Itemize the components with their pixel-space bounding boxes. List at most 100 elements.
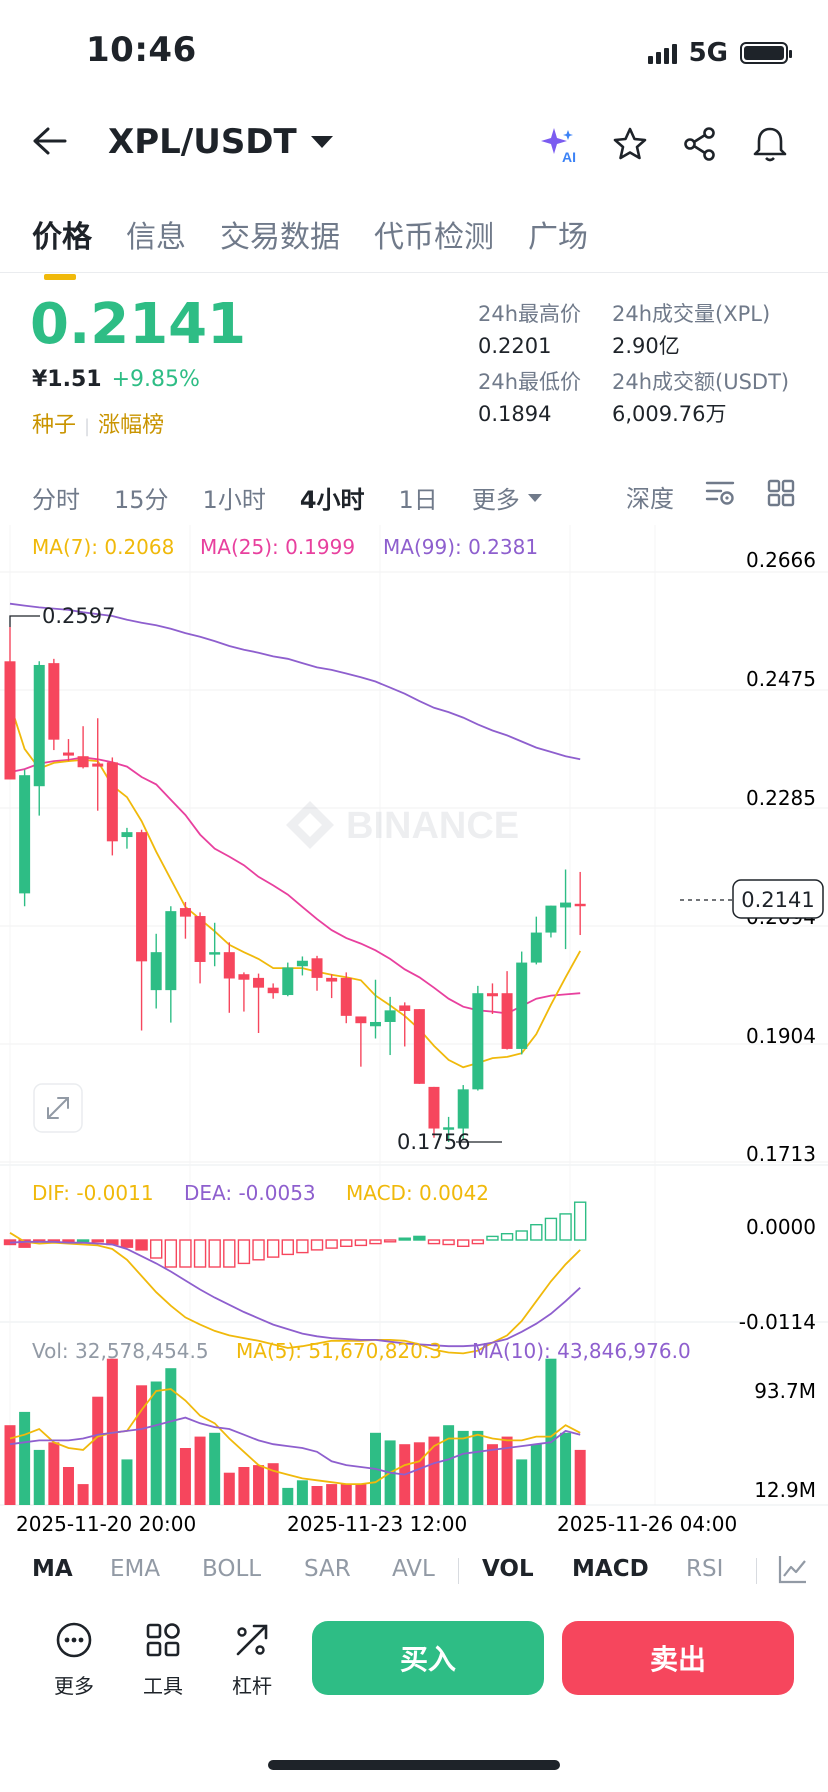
tag-seed[interactable]: 种子 [32, 413, 77, 438]
volume-bar [238, 1467, 250, 1505]
ind-avl[interactable]: AVL [392, 1556, 435, 1582]
volume-bar [443, 1425, 455, 1505]
buy-button[interactable]: 买入 [312, 1621, 544, 1695]
candle-body [106, 762, 118, 842]
ma-lines [9, 602, 581, 1069]
ind-macd[interactable]: MACD [572, 1556, 649, 1582]
legend-vol-ma5: MA(5): 51,670,820.3 [236, 1339, 442, 1363]
macd-bar [208, 1239, 221, 1268]
tab-price[interactable]: 价格 [32, 212, 92, 280]
tab-trading-data[interactable]: 交易数据 [220, 220, 340, 255]
main-tabs: 价格 信息 交易数据 代币检测 广场 [32, 212, 588, 280]
macd-bar [515, 1230, 528, 1241]
volume-bar [253, 1465, 265, 1505]
ind-ma[interactable]: MA [32, 1556, 73, 1582]
tf-1h[interactable]: 1小时 [202, 486, 266, 514]
tools-label: 工具 [143, 1674, 183, 1698]
volume-bar [77, 1484, 89, 1505]
macd-bar [164, 1239, 178, 1268]
ind-sar[interactable]: SAR [304, 1556, 351, 1582]
dea-line [9, 1240, 581, 1348]
indicator-chart-icon[interactable] [776, 1552, 810, 1590]
volume-bar [545, 1358, 557, 1505]
candle-body [472, 993, 484, 1090]
volume-bar [194, 1436, 206, 1505]
ind-vol[interactable]: VOL [482, 1556, 534, 1582]
tf-4h[interactable]: 4小时 [299, 486, 365, 514]
price-axis-label: 0.2285 [746, 786, 816, 810]
tf-15m[interactable]: 15分 [114, 486, 169, 514]
sell-button[interactable]: 卖出 [562, 1621, 794, 1695]
stat-low-value: 0.1894 [478, 402, 552, 426]
volume-bar [106, 1358, 118, 1505]
svg-text:AI: AI [562, 149, 576, 164]
favorite-star-icon[interactable] [612, 126, 648, 162]
tab-info[interactable]: 信息 [126, 220, 186, 255]
share-icon[interactable] [682, 126, 718, 162]
volume-bar [574, 1449, 586, 1505]
macd-bar [120, 1239, 134, 1248]
back-arrow-icon[interactable] [32, 124, 68, 165]
macd-bar [457, 1239, 470, 1248]
legend-macd: MACD: 0.0042 [346, 1181, 489, 1205]
depth-button[interactable]: 深度 [626, 484, 674, 513]
volume-bar [355, 1484, 367, 1505]
tools-grid-icon [146, 1623, 180, 1657]
candlestick-chart[interactable]: BINANCE MA(7): 0.2068 MA(25): 0.1999 MA(… [0, 0, 828, 1550]
tab-square[interactable]: 广场 [528, 220, 588, 255]
stat-volume: 24h成交量(XPL) 2.90亿 [612, 298, 770, 362]
ind-rsi[interactable]: RSI [686, 1556, 724, 1582]
legend-dif: DIF: -0.0011 [32, 1181, 154, 1205]
candle-body [296, 960, 308, 967]
volume-bar [326, 1484, 338, 1505]
bell-icon[interactable] [752, 125, 788, 163]
macd-bar [530, 1223, 543, 1241]
price-axis-label: 0.2475 [746, 667, 816, 691]
macd-bar [442, 1239, 455, 1246]
tools-button[interactable]: 工具 [123, 1620, 203, 1699]
indicator-settings-icon[interactable] [704, 479, 736, 513]
volume-bar [340, 1484, 352, 1505]
layout-grid-icon[interactable] [766, 478, 796, 514]
volume-bar [516, 1459, 528, 1505]
tags-row: 种子 | 涨幅榜 [32, 407, 164, 439]
volume-bar [19, 1411, 31, 1505]
legend-vol: Vol: 32,578,454.5 [32, 1339, 209, 1363]
more-dots-icon [56, 1622, 92, 1658]
more-button[interactable]: 更多 [34, 1620, 114, 1699]
candle-body [253, 977, 265, 988]
tag-gainers[interactable]: 涨幅榜 [98, 413, 165, 438]
ai-icon[interactable]: AI [538, 124, 578, 164]
volume-bar [282, 1487, 294, 1505]
macd-bar [413, 1235, 426, 1241]
candles [4, 627, 586, 1142]
volume-bar [62, 1467, 74, 1505]
tab-token-check[interactable]: 代币检测 [374, 220, 494, 255]
candle-body [194, 916, 206, 962]
legend-ma99: MA(99): 0.2381 [383, 535, 538, 559]
candle-body [209, 952, 221, 955]
network-type: 5G [688, 38, 728, 68]
candle-body [530, 932, 542, 963]
price-axis-label: 0.1713 [746, 1142, 816, 1166]
leverage-button[interactable]: 杠杆 [212, 1620, 292, 1699]
macd-bar [310, 1239, 324, 1251]
tf-more[interactable]: 更多 [472, 480, 542, 515]
ind-boll[interactable]: BOLL [202, 1556, 262, 1582]
macd-bar [340, 1239, 353, 1248]
header-actions: AI [538, 124, 788, 164]
tf-timeshare[interactable]: 分时 [32, 486, 80, 514]
macd-bar [135, 1239, 148, 1251]
pair-selector[interactable]: XPL/USDT [108, 122, 333, 162]
volume-bar [267, 1463, 279, 1505]
candle-body [340, 977, 352, 1016]
tag-separator: | [84, 416, 91, 437]
volume-bar [121, 1459, 133, 1505]
volume-bar [501, 1436, 513, 1505]
ind-ema[interactable]: EMA [110, 1556, 161, 1582]
tf-1d[interactable]: 1日 [398, 486, 438, 514]
vol-axis-label: 93.7M [754, 1379, 816, 1403]
legend-ma7: MA(7): 0.2068 [32, 535, 174, 559]
candle-body [443, 1127, 455, 1130]
candle-body [136, 832, 148, 962]
